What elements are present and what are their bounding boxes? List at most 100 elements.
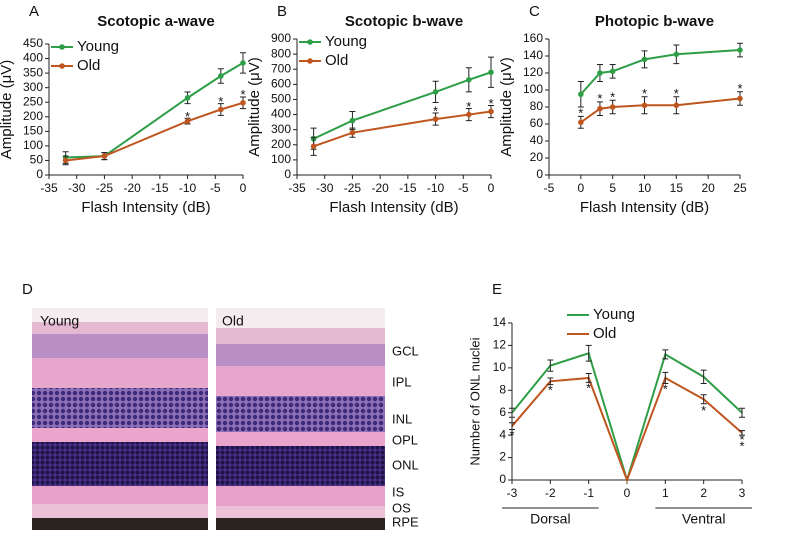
panel-letter: D	[22, 281, 33, 298]
data-point	[578, 119, 584, 126]
legend-marker	[59, 44, 65, 50]
annotation: *	[466, 99, 471, 114]
group-label: Dorsal	[530, 511, 570, 527]
data-point	[609, 104, 616, 110]
data-point	[597, 105, 603, 112]
y-axis-label: Amplitude (μV)	[498, 57, 515, 157]
annotation: *	[433, 103, 438, 118]
y-tick-label: 400	[23, 51, 43, 65]
error-bar	[509, 407, 515, 418]
layer-label: IS	[392, 484, 405, 499]
error-bar	[662, 371, 669, 385]
y-tick-label: 150	[23, 124, 43, 138]
data-point	[578, 91, 584, 98]
y-tick-label: 2	[499, 450, 506, 464]
legend-marker	[307, 58, 313, 64]
x-tick-label: -2	[545, 486, 556, 500]
y-tick-label: 450	[23, 36, 43, 50]
series-line	[313, 110, 492, 148]
annotation: *	[597, 91, 602, 106]
x-tick-label: -25	[344, 181, 362, 195]
y-tick-label: 100	[23, 138, 43, 152]
y-tick-label: 0	[284, 167, 291, 181]
y-tick-label: 20	[530, 150, 544, 164]
data-point	[737, 95, 743, 102]
x-tick-label: 2	[700, 486, 707, 500]
x-tick-label: -1	[583, 486, 594, 500]
error-bar	[739, 430, 745, 436]
x-tick-label: 3	[739, 486, 746, 500]
y-tick-label: 400	[271, 107, 291, 121]
legend-label: Young	[593, 306, 635, 323]
error-bar	[662, 349, 669, 360]
layer-label: ONL	[392, 457, 419, 472]
annotation: *	[642, 86, 647, 101]
data-point	[310, 143, 317, 150]
data-point	[466, 77, 472, 83]
chart-title: Scotopic b-wave	[345, 13, 463, 30]
histology-young	[32, 308, 208, 530]
x-tick-label: 5	[609, 181, 616, 195]
legend-label: Old	[77, 57, 100, 74]
data-point	[737, 47, 743, 53]
series-line	[580, 49, 741, 95]
y-tick-label: 12	[493, 338, 507, 352]
data-point	[609, 68, 616, 75]
y-axis-label: Amplitude (μV)	[0, 60, 15, 160]
y-tick-label: 250	[23, 94, 43, 108]
y-axis-label: Amplitude (μV)	[246, 57, 263, 157]
x-tick-label: 20	[701, 181, 715, 195]
legend-label: Young	[77, 38, 119, 55]
x-tick-label: 0	[577, 181, 584, 195]
y-tick-label: 60	[530, 116, 544, 130]
x-tick-label: 15	[670, 181, 684, 195]
layer-label: GCL	[392, 343, 419, 358]
data-point	[488, 69, 494, 76]
histology-label: Young	[40, 313, 79, 329]
series-line	[580, 97, 741, 124]
panel-letter: C	[529, 3, 540, 20]
x-axis-label: Flash Intensity (dB)	[329, 199, 458, 216]
error-bar	[585, 344, 592, 362]
legend-label: Old	[593, 325, 616, 342]
x-axis-label: Flash Intensity (dB)	[580, 199, 709, 216]
annotation: *	[218, 94, 223, 109]
annotation: *	[674, 86, 679, 101]
y-tick-label: 700	[271, 61, 291, 75]
x-tick-label: -10	[427, 181, 445, 195]
legend-marker	[59, 63, 65, 69]
x-tick-label: -35	[288, 181, 306, 195]
annotation: *	[509, 427, 514, 442]
layer-label: IPL	[392, 374, 412, 389]
data-point	[641, 102, 648, 109]
annotation: *	[488, 96, 493, 111]
y-tick-label: 80	[530, 99, 544, 113]
data-point	[597, 70, 603, 76]
chart-title: Photopic b-wave	[595, 13, 714, 30]
data-point	[466, 111, 472, 118]
y-tick-label: 350	[23, 65, 43, 79]
y-tick-label: 40	[530, 133, 544, 147]
y-tick-label: 300	[23, 80, 43, 94]
annotation: *	[578, 106, 583, 121]
data-point	[432, 89, 439, 95]
annotation: *	[548, 383, 553, 398]
data-point	[240, 60, 246, 66]
x-tick-label: 0	[240, 181, 247, 195]
error-bar	[739, 407, 745, 418]
x-tick-label: -30	[68, 181, 86, 195]
annotation: *	[610, 89, 615, 104]
x-tick-label: -20	[123, 181, 141, 195]
annotation: *	[701, 403, 706, 418]
y-axis-label: Number of ONL nuclei	[467, 337, 482, 465]
x-tick-label: -30	[316, 181, 334, 195]
error-bar	[509, 422, 515, 431]
data-point	[673, 102, 680, 109]
x-axis-label: Flash Intensity (dB)	[81, 199, 210, 216]
x-tick-label: 25	[733, 181, 747, 195]
x-tick-label: -25	[96, 181, 114, 195]
legend-marker	[307, 39, 313, 45]
y-tick-label: 100	[271, 152, 291, 166]
y-tick-label: 200	[271, 137, 291, 151]
